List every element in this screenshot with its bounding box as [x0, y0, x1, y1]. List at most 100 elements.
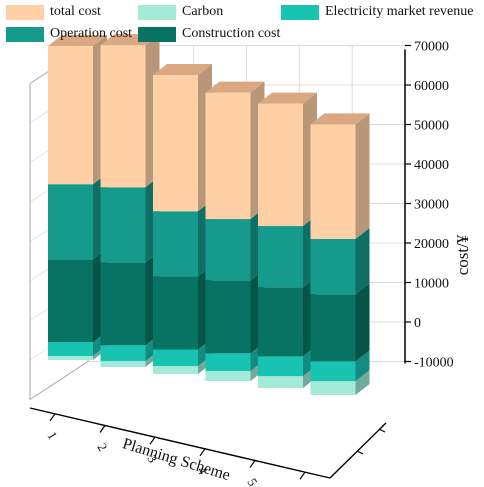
y-tick-label: -10000 — [414, 356, 454, 371]
bar-top — [258, 92, 317, 104]
y-tick-label: 60000 — [414, 79, 449, 94]
bar-front — [48, 356, 93, 360]
bar-side — [355, 350, 370, 382]
bar-front — [258, 226, 303, 288]
bar-front — [48, 184, 93, 260]
y-tick-label: 40000 — [414, 158, 449, 173]
bar-segment — [310, 370, 370, 395]
y-axis-label: cost/¥ — [453, 234, 472, 275]
bar-segment — [48, 173, 107, 260]
bar-front — [153, 211, 198, 277]
bar-front — [310, 381, 356, 395]
bar-segment — [205, 269, 265, 354]
depth-tick — [378, 428, 386, 433]
bar-side — [355, 370, 370, 395]
x-tick — [99, 425, 106, 433]
x-tick-label: 1 — [44, 429, 60, 442]
bar-front — [48, 45, 93, 185]
legend-swatch — [281, 4, 319, 20]
bar-front — [100, 187, 146, 263]
bar-segment — [100, 251, 160, 346]
bar-front — [100, 45, 146, 188]
legend-label: Construction cost — [182, 26, 281, 41]
bar-front — [310, 361, 356, 382]
bar-segment — [310, 113, 370, 239]
bar-segment — [153, 200, 212, 277]
axes: 70000 60000 50000 40000 30000 20000 10000 0 -100… — [29, 40, 454, 487]
y-tick-label: 30000 — [414, 198, 449, 213]
bar-segment — [48, 248, 107, 343]
bar-top — [310, 113, 370, 125]
legend-item: Carbon — [138, 4, 223, 20]
legend-item: Operation cost — [6, 26, 132, 42]
bar-front — [258, 103, 303, 227]
bar-front — [205, 353, 251, 372]
bar-segment — [48, 34, 107, 185]
bar-segment — [153, 265, 212, 350]
legend-swatch — [6, 26, 44, 42]
legend-label: Carbon — [182, 4, 224, 19]
bar-side — [355, 227, 370, 295]
bar-front — [100, 345, 146, 362]
x-tick-label: 2 — [94, 441, 110, 454]
x-tick — [49, 413, 56, 422]
bar-front — [258, 287, 303, 357]
bar-front — [100, 361, 146, 367]
bar-front — [310, 238, 356, 295]
x-tick — [249, 460, 256, 468]
bar-side — [355, 283, 370, 362]
legend-label: Electricity market revenue — [325, 4, 474, 19]
bar-segment — [100, 34, 160, 188]
bar-top — [48, 34, 107, 46]
bar-front — [153, 366, 198, 374]
bar-front — [258, 376, 303, 388]
bar-front — [205, 280, 251, 354]
x-axis-line — [29, 407, 331, 479]
x-tick — [199, 448, 206, 457]
bar-segment — [258, 92, 317, 227]
x-tick-label: 5 — [244, 476, 260, 487]
bar-front — [153, 276, 198, 350]
bars — [48, 34, 370, 395]
legend-label: Operation cost — [50, 26, 133, 41]
depth-tick — [356, 450, 364, 455]
y-tick-label: 10000 — [414, 277, 449, 292]
legend-item: Electricity market revenue — [281, 4, 473, 20]
bar-front — [48, 342, 93, 357]
x-tick — [149, 436, 156, 445]
legend-item: total cost — [6, 4, 101, 20]
bar-front — [205, 219, 251, 281]
bar-segment — [310, 227, 370, 295]
bar-front — [153, 349, 198, 367]
bar-top — [153, 63, 212, 75]
bar-segment — [205, 81, 265, 220]
y-tick-label: 70000 — [414, 40, 449, 55]
bar-segment — [153, 63, 212, 212]
x-tick — [299, 471, 306, 480]
bar-segment — [258, 276, 317, 357]
bar-front — [258, 356, 303, 377]
bar-front — [310, 124, 356, 239]
legend-label: total cost — [50, 4, 101, 19]
bar-front — [100, 262, 146, 346]
legend: total cost Carbon Electricity market reven… — [6, 4, 480, 46]
legend-swatch — [6, 4, 44, 20]
bar-segment — [100, 176, 160, 263]
legend-swatch — [138, 26, 176, 42]
depth-axis-line — [329, 422, 387, 479]
bar-segment — [310, 283, 370, 362]
bar-front — [310, 294, 356, 362]
y-tick-label: 50000 — [414, 119, 449, 134]
legend-item: Construction cost — [138, 26, 280, 42]
legend-swatch — [138, 4, 176, 20]
bar-front — [205, 371, 251, 381]
bar-front — [48, 259, 93, 343]
y-tick-label: 20000 — [414, 237, 449, 252]
bar-front — [205, 92, 251, 220]
bar-side — [355, 113, 370, 239]
bar-segment — [310, 350, 370, 382]
bar-front — [153, 74, 198, 212]
y-tick-label: 0 — [414, 316, 421, 331]
bar-top — [205, 81, 265, 93]
